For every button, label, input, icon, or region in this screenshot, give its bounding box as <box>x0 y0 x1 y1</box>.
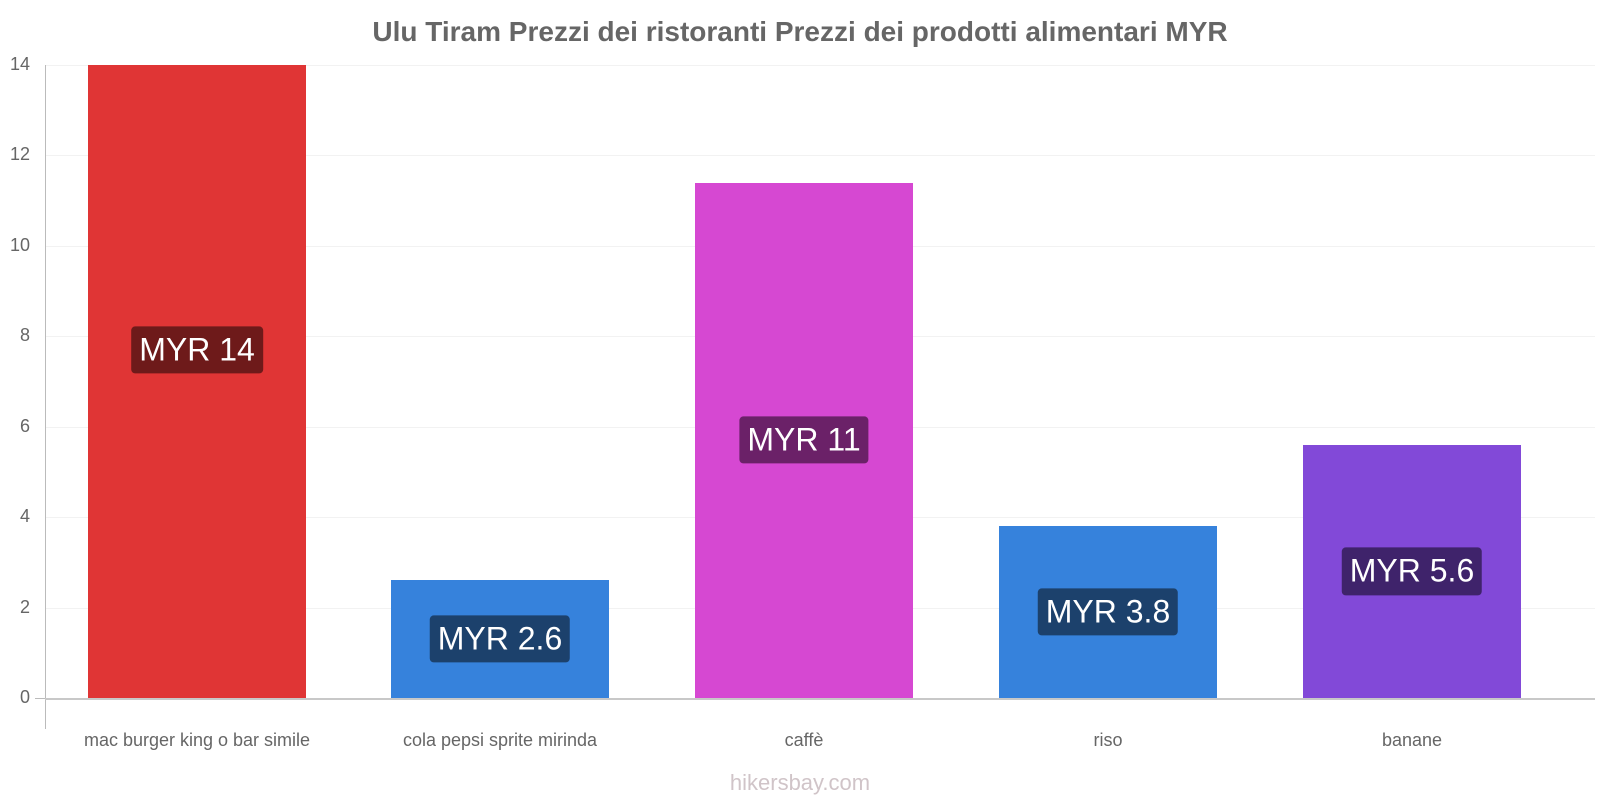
y-tick-label: 4 <box>19 506 30 527</box>
gridline <box>46 65 1595 66</box>
data-label: MYR 3.8 <box>1037 588 1179 636</box>
y-tick-label: 0 <box>19 687 30 707</box>
y-tick-label: 14 <box>9 54 30 74</box>
data-label: MYR 14 <box>131 326 263 374</box>
y-tick-label: 8 <box>19 325 30 346</box>
watermark: hikersbay.com <box>729 770 871 795</box>
bar <box>88 65 306 698</box>
y-tick-label: 2 <box>19 596 30 617</box>
y-tick-label: 10 <box>9 234 30 255</box>
data-label: MYR 2.6 <box>429 615 571 663</box>
x-tick-label: mac burger king o bar simile <box>83 730 311 750</box>
y-tick-label: 6 <box>19 415 30 436</box>
x-tick-label: banane <box>1381 730 1443 750</box>
chart-title: Ulu Tiram Prezzi dei ristoranti Prezzi d… <box>372 16 1228 47</box>
x-tick-label: cola pepsi sprite mirinda <box>402 730 598 750</box>
y-tick-mark <box>35 698 45 699</box>
gridline <box>46 155 1595 157</box>
data-label: MYR 5.6 <box>1341 547 1483 595</box>
y-tick-label: 12 <box>9 144 30 165</box>
x-axis <box>45 698 1595 700</box>
x-tick-label: caffè <box>784 730 824 750</box>
y-axis <box>45 65 46 729</box>
x-tick-label: riso <box>1093 730 1123 750</box>
data-label: MYR 11 <box>739 416 869 464</box>
